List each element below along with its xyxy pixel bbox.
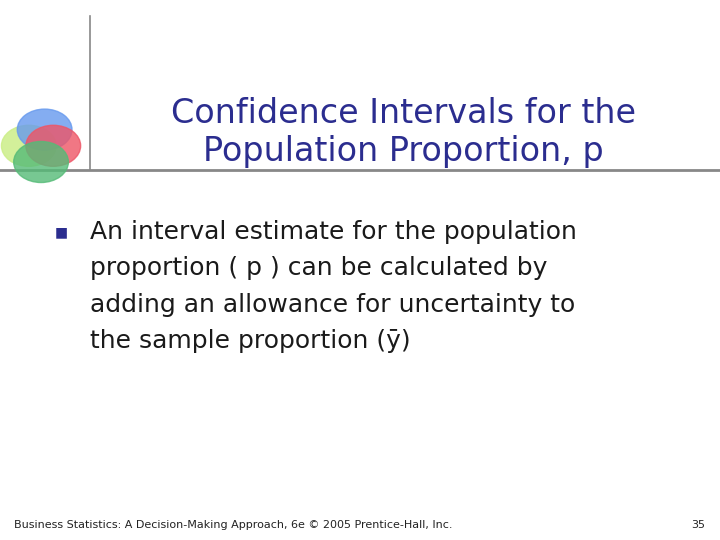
Circle shape [14, 141, 68, 183]
Text: Confidence Intervals for the: Confidence Intervals for the [171, 97, 636, 130]
Text: proportion ( p ) can be calculated by: proportion ( p ) can be calculated by [90, 256, 547, 280]
Text: An interval estimate for the population: An interval estimate for the population [90, 220, 577, 244]
Text: Business Statistics: A Decision-Making Approach, 6e © 2005 Prentice-Hall, Inc.: Business Statistics: A Decision-Making A… [14, 520, 453, 530]
Text: the sample proportion (ȳ): the sample proportion (ȳ) [90, 329, 410, 353]
Circle shape [26, 125, 81, 166]
Circle shape [1, 125, 56, 166]
Circle shape [17, 109, 72, 150]
Text: adding an allowance for uncertainty to: adding an allowance for uncertainty to [90, 293, 575, 316]
Text: ■: ■ [55, 225, 68, 239]
Text: 35: 35 [692, 520, 706, 530]
Text: Population Proportion, p: Population Proportion, p [203, 134, 603, 168]
